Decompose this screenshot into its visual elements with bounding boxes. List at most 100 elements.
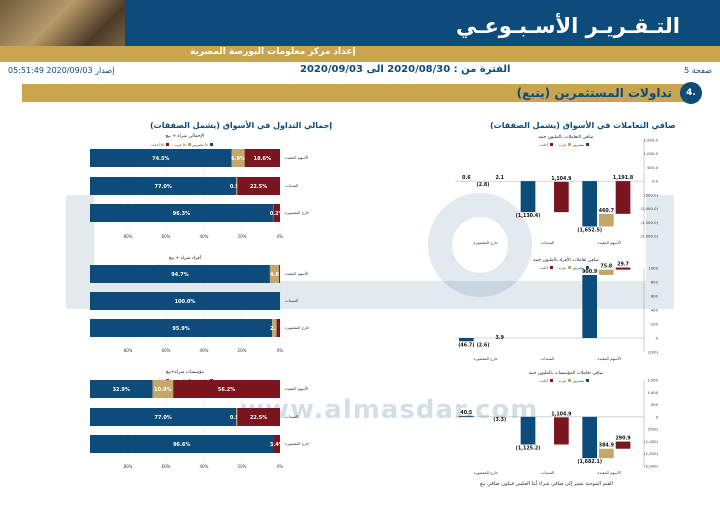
data-label: 290.9	[615, 436, 631, 442]
waterfall-bar	[582, 416, 598, 459]
data-label: 77.0%	[154, 184, 171, 190]
category-label: السندات	[541, 470, 554, 475]
waterfall-bar	[554, 181, 569, 213]
legend-swatch	[550, 266, 553, 269]
tick-label: 40%	[200, 348, 209, 353]
legend-swatch	[586, 266, 589, 269]
legend-swatch	[166, 143, 169, 146]
tick-label: 400	[651, 308, 659, 313]
data-label: 77.0%	[154, 415, 171, 421]
data-label: 2.1	[495, 175, 504, 181]
data-label: 32.9%	[113, 387, 130, 393]
bar-segment	[90, 408, 237, 426]
tick-label: 0.0	[652, 179, 659, 184]
left-panel-title: إجمالي التداول في الأسواق (يشمل الصفقات)	[150, 121, 333, 130]
waterfall-bar	[599, 213, 614, 227]
waterfall-bar	[582, 181, 598, 227]
waterfall-bar	[459, 338, 474, 342]
bar-segment	[236, 408, 238, 426]
legend-label: عرب	[559, 379, 566, 383]
legend-swatch	[568, 143, 571, 146]
data-label: (46.7)	[458, 342, 474, 348]
tick-label: (1,500.0)	[641, 220, 659, 225]
tick-label: (1,500)	[644, 451, 658, 456]
tick-label: 80%	[124, 464, 133, 469]
tick-label: 60%	[162, 464, 171, 469]
chart-title: صافي تعاملات الأفراد بالمليون جنيه	[533, 256, 599, 263]
category-label: الأسهم المقيدة	[597, 470, 620, 475]
tick-label: 800	[651, 280, 659, 285]
tick-label: (500.0)	[644, 192, 658, 197]
legend-label: أجانب	[539, 142, 548, 147]
bar-segment	[231, 149, 245, 167]
bar-segment	[273, 435, 280, 453]
category-label: خارج المقصورة	[285, 441, 310, 446]
watermark-url: www.almasdar.com	[240, 395, 539, 425]
category-label: خارج المقصورة	[474, 356, 499, 361]
section-bar	[22, 84, 698, 102]
legend-label: عرب	[559, 266, 566, 270]
tick-label: 1,500	[647, 378, 658, 383]
data-label: 2.3	[270, 326, 279, 332]
tick-label: 20%	[238, 464, 247, 469]
bar-segment	[90, 149, 232, 167]
data-label: 1,104.9	[551, 176, 572, 182]
category-label: الأسهم المقيدة	[285, 155, 308, 160]
tick-label: 200	[651, 322, 659, 327]
issue-timestamp: إصدار 2020/09/03 05:51:49	[8, 66, 115, 75]
data-label: (1,130.4)	[516, 213, 541, 219]
tick-label: (1,000)	[644, 439, 658, 444]
header-ribbon	[0, 46, 720, 62]
bar-segment	[237, 177, 280, 195]
data-label: 96.6%	[173, 442, 190, 448]
watermark-logo	[66, 193, 674, 309]
tick-label: (2,000)	[644, 464, 658, 469]
chart-title: مؤسسات شراء+بيع	[166, 369, 205, 375]
category-label: خارج المقصورة	[474, 240, 499, 245]
legend-label: أجانب	[539, 378, 548, 383]
category-label: الأسهم المقيدة	[285, 271, 308, 276]
data-label: 96.3%	[173, 211, 190, 217]
data-label: (3.3)	[493, 417, 506, 423]
tick-label: (1,000.0)	[641, 206, 659, 211]
legend-swatch	[586, 379, 589, 382]
bar-segment	[90, 265, 270, 283]
data-label: 18.6%	[254, 156, 271, 162]
chart-title: الإجمالي شراء + بيع	[166, 133, 204, 139]
tick-label: 60%	[162, 348, 171, 353]
report-title: التـقـريـر الأسـبـوعـي	[456, 14, 680, 38]
legend-swatch	[550, 379, 553, 382]
waterfall-bar	[615, 181, 631, 214]
waterfall-bar	[599, 269, 614, 275]
data-label: 94.7%	[171, 272, 188, 278]
bar-segment	[90, 204, 273, 222]
tick-label: 40%	[200, 464, 209, 469]
category-label: خارج المقصورة	[474, 470, 499, 475]
legend-label: أجانب %	[151, 142, 165, 147]
bar-segment	[273, 204, 280, 222]
data-label: (2.6)	[477, 342, 490, 348]
tick-label: 500.0	[647, 165, 658, 170]
page-number: صفحة 5	[684, 66, 712, 75]
period-range: الفترة من : 2020/08/30 الى 2020/09/03	[300, 64, 511, 75]
report-subtitle: إعداد مركز معلومات البورصة المصرية	[190, 47, 356, 57]
bar-segment	[90, 177, 237, 195]
waterfall-bar	[599, 448, 614, 459]
waterfall-bar	[582, 274, 598, 338]
category-label: السندات	[541, 356, 554, 361]
data-label: 75.8	[600, 264, 612, 270]
data-label: 29.7	[617, 262, 629, 268]
tick-label: 0%	[277, 348, 284, 353]
tick-label: 1,000	[647, 390, 658, 395]
tick-label: 20%	[238, 348, 247, 353]
report-header: التـقـريـر الأسـبـوعـي إعداد مركز معلوما…	[0, 0, 720, 62]
tick-label: 1,000.0	[644, 151, 659, 156]
chart-title: صافي التعاملات بالمليون جنيه	[538, 135, 593, 140]
data-label: 22.5%	[250, 184, 267, 190]
legend-label: أجانب	[539, 265, 548, 270]
category-label: الأسهم المقيدة	[597, 240, 620, 245]
bar-segment	[173, 380, 280, 398]
data-label: 100.0%	[175, 299, 196, 305]
data-label: (1,652.5)	[577, 227, 602, 233]
legend-swatch	[550, 143, 553, 146]
